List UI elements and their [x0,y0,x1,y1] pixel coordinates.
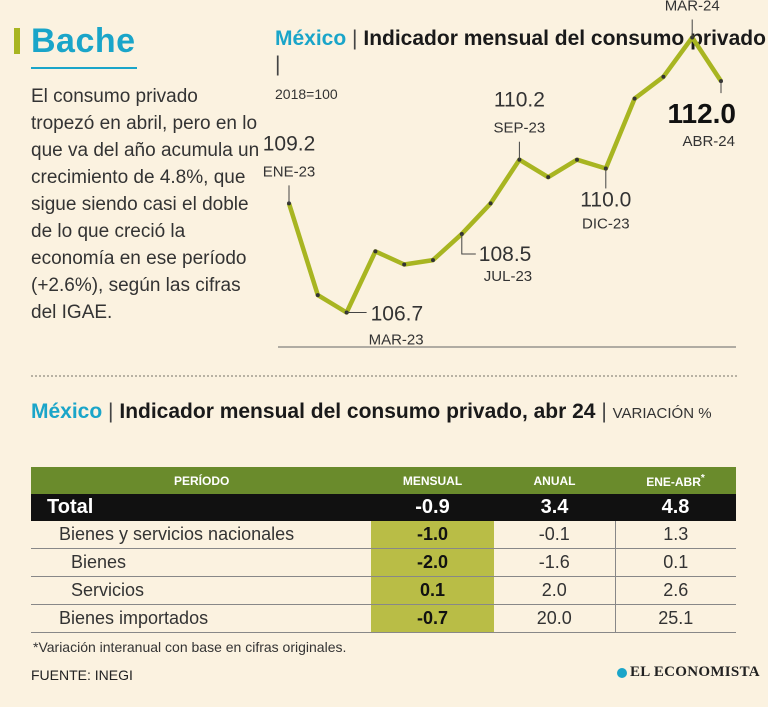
cell-mensual: -0.7 [371,604,494,633]
cell-ene-abr: 2.6 [615,576,736,605]
annotation-mar-23-month: MAR-23 [369,332,424,349]
cell-anual: 3.4 [494,494,615,521]
cell-ene-abr: 25.1 [615,604,736,633]
table-row: Bienes importados -0.7 20.0 25.1 [31,604,736,633]
data-table: PERÍODO MENSUAL ANUAL ENE-ABR* Total -0.… [31,467,736,633]
annotation-abr-24-month: ABR-24 [682,133,735,150]
page-title: Bache [31,22,136,60]
annotation-sep-23-month: SEP-23 [494,120,546,137]
annotation-dic-23-value: 110.0 [580,188,631,211]
table-title-country: México [31,400,103,423]
col-header-note-mark: * [700,472,705,484]
col-header-ene-abr-text: ENE-ABR [646,474,701,489]
table-title-sep: | [108,400,114,423]
col-header-anual: ANUAL [494,467,615,494]
col-header-mensual: MENSUAL [371,467,494,494]
data-point [546,175,551,180]
annotation-jul-23-month: JUL-23 [484,268,532,285]
cell-ene-abr: 4.8 [615,494,736,521]
brand-name: EL ECONOMISTA [630,664,760,680]
data-point [402,262,407,267]
chart-title: México | Indicador mensual del consumo p… [275,26,768,78]
annotation-ene-23-month: ENE-23 [263,163,316,180]
col-header-periodo: PERÍODO [31,467,371,494]
row-label: Bienes [31,548,371,577]
cell-anual: 20.0 [494,604,616,633]
annotation-jul-23-leader [461,233,476,255]
chart-title-sep-end: | [275,53,281,76]
series-line [286,35,723,315]
data-point [488,201,493,206]
cell-anual: 2.0 [494,576,616,605]
intro-paragraph: El consumo privado tropezó en abril, per… [31,86,260,323]
cell-ene-abr: 0.1 [615,548,736,577]
cell-mensual: -1.0 [371,521,494,549]
cell-mensual: 0.1 [371,576,494,605]
row-label: Total [31,494,371,521]
table-row: Bienes y servicios nacionales -1.0 -0.1 … [31,521,736,549]
cell-mensual: -2.0 [371,548,494,577]
cell-ene-abr: 1.3 [615,521,736,549]
table-row: Bienes -2.0 -1.6 0.1 [31,548,736,577]
table-header-row: PERÍODO MENSUAL ANUAL ENE-ABR* [31,467,736,494]
table-unit: VARIACIÓN % [612,405,712,422]
title-accent-bar [14,28,20,54]
brand-logo: EL ECONOMISTA [617,664,760,681]
section-divider [31,375,737,377]
data-point [661,74,666,79]
data-point [373,249,378,254]
table-row: Servicios 0.1 2.0 2.6 [31,576,736,605]
source-label: FUENTE: INEGI [31,667,133,683]
table-row-total: Total -0.9 3.4 4.8 [31,494,736,521]
chart-title-text: Indicador mensual del consumo privado [363,27,766,50]
table-title-sep-2: | [601,400,607,423]
annotation-dic-23-month: DIC-23 [582,215,630,232]
row-label: Servicios [31,576,371,605]
data-point [632,96,637,101]
chart-subtitle: 2018=100 [275,86,338,102]
data-point [575,157,579,162]
data-point [315,293,320,298]
col-header-ene-abr: ENE-ABR* [615,467,736,494]
table-title-text: Indicador mensual del consumo privado, a… [119,400,596,423]
cell-mensual: -0.9 [371,494,494,521]
annotation-abr-24-value: 112.0 [667,98,736,129]
title-underline [31,67,137,69]
line-chart: 109.2 ENE-23 106.7 MAR-23 108.5 JUL-23 110.2 SE… [263,0,736,349]
chart-title-country: México [275,27,347,50]
table-title: México | Indicador mensual del consumo p… [31,398,712,428]
annotation-sep-23-value: 110.2 [494,89,545,112]
footnote: *Variación interanual con base en cifras… [33,639,347,655]
data-point [431,258,435,263]
annotation-mar-23-value: 106.7 [371,303,424,326]
chart-title-sep: | [352,27,358,50]
cell-anual: -1.6 [494,548,616,577]
row-label: Bienes importados [31,604,371,633]
cell-anual: -0.1 [494,521,616,549]
annotation-mar-24-month: MAR-24 [665,0,720,14]
brand-icon [617,667,627,678]
annotation-jul-23-value: 108.5 [479,243,532,266]
annotation-ene-23-value: 109.2 [263,132,316,155]
row-label: Bienes y servicios nacionales [31,521,371,549]
